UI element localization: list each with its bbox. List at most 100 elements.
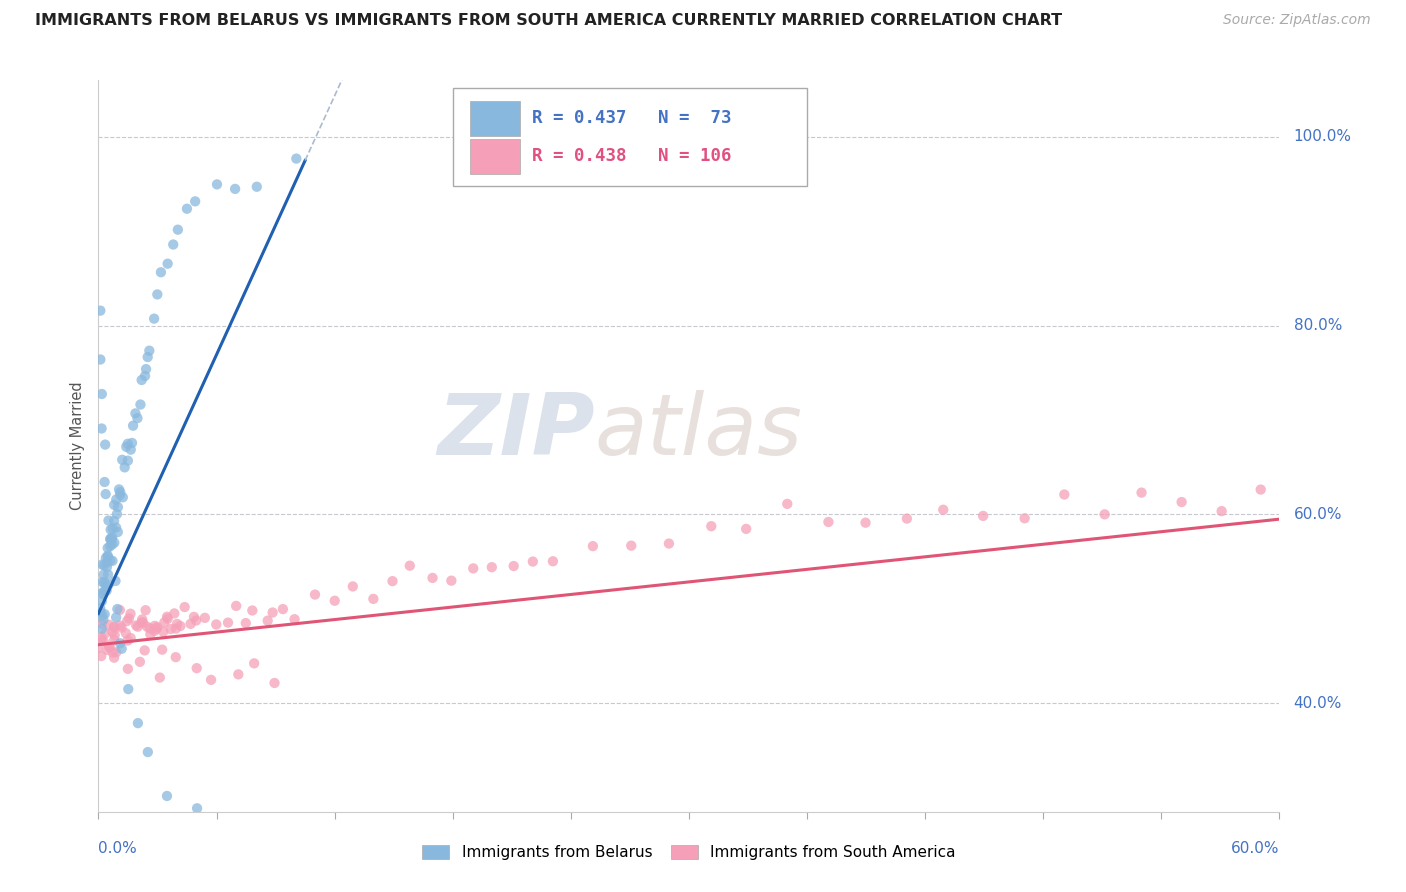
Point bbox=[381, 574, 404, 589]
Point bbox=[98, 532, 121, 546]
Point bbox=[97, 549, 120, 564]
Point bbox=[105, 645, 128, 659]
Point bbox=[97, 617, 120, 632]
Point bbox=[184, 194, 207, 209]
Point bbox=[103, 650, 125, 665]
Point bbox=[163, 607, 186, 621]
Point bbox=[153, 615, 176, 630]
Point bbox=[138, 343, 160, 358]
Point bbox=[104, 574, 127, 588]
Point bbox=[263, 676, 285, 690]
FancyBboxPatch shape bbox=[453, 87, 807, 186]
Point bbox=[582, 539, 605, 553]
Text: 80.0%: 80.0% bbox=[1294, 318, 1341, 334]
Point bbox=[108, 618, 131, 632]
Point bbox=[125, 618, 148, 632]
FancyBboxPatch shape bbox=[471, 139, 520, 174]
Point bbox=[105, 520, 128, 534]
Legend: Immigrants from Belarus, Immigrants from South America: Immigrants from Belarus, Immigrants from… bbox=[416, 838, 962, 866]
Point bbox=[143, 311, 166, 326]
Point bbox=[183, 610, 205, 624]
Point bbox=[176, 202, 198, 216]
Point bbox=[173, 600, 195, 615]
Point bbox=[103, 620, 125, 634]
Point bbox=[96, 560, 118, 574]
Point bbox=[541, 554, 564, 568]
Point bbox=[101, 532, 124, 546]
Point bbox=[111, 452, 134, 467]
Point bbox=[105, 492, 128, 507]
Point bbox=[224, 182, 246, 196]
Point bbox=[90, 630, 112, 644]
Point bbox=[96, 583, 118, 598]
Point bbox=[131, 615, 153, 630]
Point bbox=[932, 502, 955, 516]
Point bbox=[90, 605, 112, 619]
Point bbox=[1094, 508, 1116, 522]
Point bbox=[205, 617, 228, 632]
Point bbox=[90, 594, 112, 608]
Text: 0.0%: 0.0% bbox=[98, 841, 138, 856]
Point bbox=[156, 612, 179, 626]
Point bbox=[101, 554, 124, 568]
Point bbox=[90, 616, 112, 631]
Point bbox=[127, 620, 149, 634]
Point bbox=[855, 516, 877, 530]
Point bbox=[98, 539, 121, 553]
Point bbox=[90, 632, 112, 647]
Point bbox=[235, 616, 257, 631]
Point bbox=[91, 587, 114, 601]
Point bbox=[108, 488, 131, 502]
Point bbox=[135, 362, 157, 376]
Point bbox=[111, 491, 134, 505]
Point bbox=[101, 522, 124, 536]
Point bbox=[93, 475, 115, 489]
Text: IMMIGRANTS FROM BELARUS VS IMMIGRANTS FROM SOUTH AMERICA CURRENTLY MARRIED CORRE: IMMIGRANTS FROM BELARUS VS IMMIGRANTS FR… bbox=[35, 13, 1063, 29]
Point bbox=[98, 640, 121, 654]
Point bbox=[271, 602, 294, 616]
Point bbox=[156, 257, 179, 271]
Point bbox=[502, 559, 524, 574]
Point bbox=[522, 555, 544, 569]
Point bbox=[1053, 487, 1076, 501]
Point bbox=[90, 622, 112, 636]
Point bbox=[101, 537, 124, 551]
Point bbox=[110, 485, 132, 500]
Point bbox=[776, 497, 799, 511]
Point bbox=[93, 575, 115, 590]
Point bbox=[1014, 511, 1036, 525]
Point bbox=[658, 536, 681, 550]
Point bbox=[129, 397, 152, 411]
Point bbox=[122, 418, 145, 433]
Point bbox=[136, 620, 159, 634]
Point bbox=[143, 619, 166, 633]
Point bbox=[127, 716, 149, 731]
Point bbox=[108, 603, 131, 617]
Point bbox=[1130, 485, 1153, 500]
Point bbox=[103, 632, 125, 647]
Point bbox=[156, 789, 179, 803]
Point bbox=[98, 640, 121, 654]
Point bbox=[91, 586, 114, 600]
Point bbox=[162, 237, 184, 252]
Point bbox=[94, 577, 117, 591]
Point bbox=[186, 661, 208, 675]
Point bbox=[101, 624, 124, 639]
Point bbox=[101, 645, 124, 659]
Point bbox=[165, 622, 187, 636]
Point bbox=[96, 556, 118, 570]
Point bbox=[98, 553, 121, 567]
Point bbox=[94, 437, 117, 451]
Point bbox=[166, 616, 188, 631]
Point bbox=[103, 620, 125, 634]
Point bbox=[228, 667, 250, 681]
Point bbox=[110, 621, 132, 635]
Point bbox=[105, 507, 128, 521]
Point bbox=[120, 442, 142, 457]
Point bbox=[136, 350, 159, 364]
Point bbox=[97, 567, 120, 582]
Point bbox=[108, 483, 131, 497]
Point bbox=[256, 614, 278, 628]
Point bbox=[93, 634, 115, 648]
Point bbox=[217, 615, 239, 630]
